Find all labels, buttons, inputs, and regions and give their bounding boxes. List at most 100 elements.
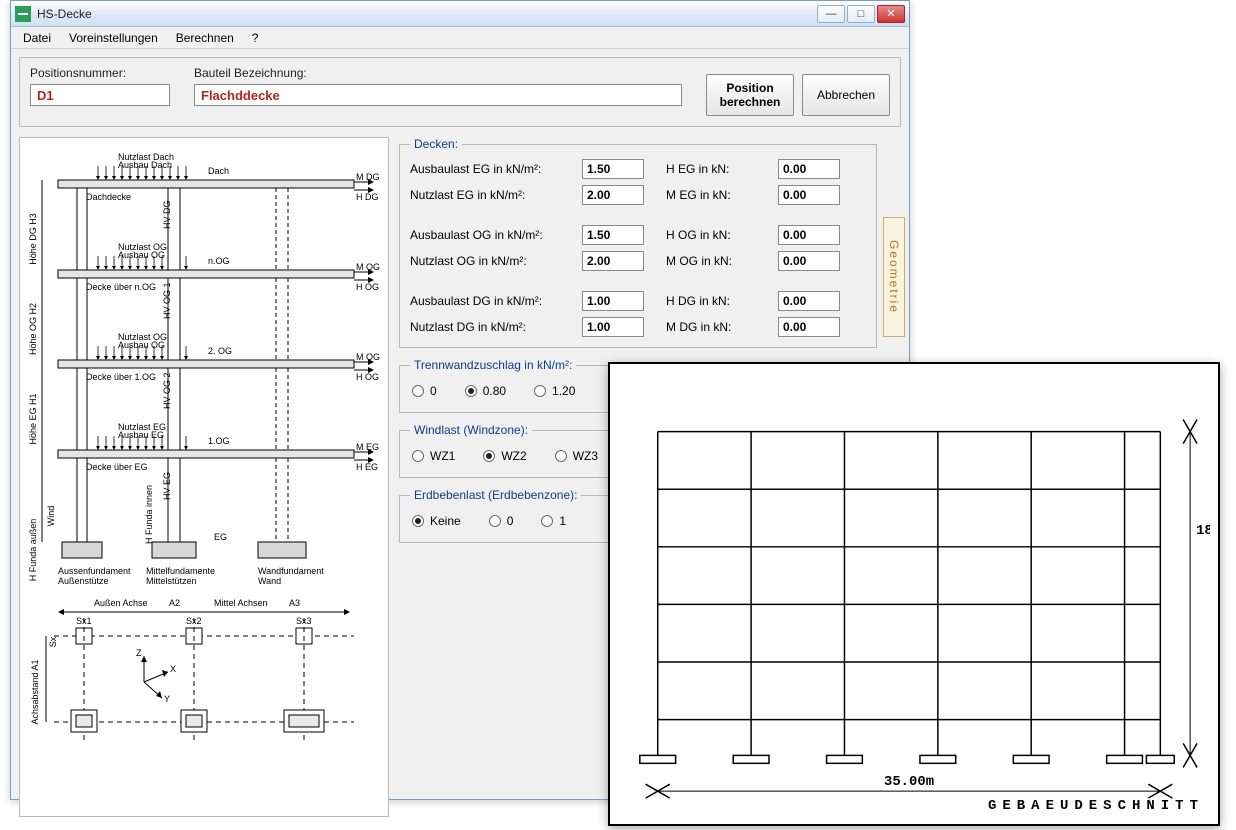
radio-icon — [412, 450, 424, 462]
erdb-legend: Erdbebenlast (Erdbebenzone): — [410, 488, 581, 502]
svg-text:Y: Y — [164, 694, 170, 704]
menu-voreinstellungen[interactable]: Voreinstellungen — [61, 29, 166, 47]
radio-icon — [555, 450, 567, 462]
radio-label: WZ1 — [430, 449, 455, 463]
svg-text:Höhe DG H3: Höhe DG H3 — [28, 213, 38, 265]
decken-input[interactable] — [778, 185, 840, 205]
decken-input[interactable] — [582, 251, 644, 271]
radio-label: WZ2 — [501, 449, 526, 463]
svg-text:Außen Achse: Außen Achse — [94, 598, 148, 608]
radio-label: Keine — [430, 514, 461, 528]
svg-text:Außenstütze: Außenstütze — [58, 576, 109, 586]
decken-input[interactable] — [778, 317, 840, 337]
decken-input[interactable] — [778, 251, 840, 271]
svg-text:H OG: H OG — [356, 282, 379, 292]
svg-text:A2: A2 — [169, 598, 180, 608]
menubar: Datei Voreinstellungen Berechnen ? — [11, 27, 909, 49]
pos-col: Positionsnummer: — [30, 66, 170, 106]
radio-icon — [412, 385, 424, 397]
svg-text:Ausbau OG: Ausbau OG — [118, 340, 165, 350]
svg-text:Ausbau EG: Ausbau EG — [118, 430, 164, 440]
decken-input[interactable] — [778, 159, 840, 179]
decken-input[interactable] — [582, 159, 644, 179]
maximize-button[interactable]: □ — [847, 5, 875, 23]
svg-text:H EG: H EG — [356, 462, 378, 472]
svg-text:Mittelfundamente: Mittelfundamente — [146, 566, 215, 576]
trenn-legend: Trennwandzuschlag in kN/m²: — [410, 358, 576, 372]
cancel-button[interactable]: Abbrechen — [802, 74, 890, 116]
app-icon — [15, 6, 31, 22]
svg-text:Mittelstützen: Mittelstützen — [146, 576, 197, 586]
radio-icon — [541, 515, 553, 527]
radio-icon — [534, 385, 546, 397]
trenn-option[interactable]: 0.80 — [465, 384, 506, 398]
bez-label: Bauteil Bezeichnung: — [194, 66, 682, 80]
svg-text:Wandfundament: Wandfundament — [258, 566, 324, 576]
decken-grid: Ausbaulast EG in kN/m²:H EG in kN:Nutzla… — [410, 159, 866, 337]
building-section-panel: 35.00m18.00m GEBAEUDESCHNITT — [608, 362, 1220, 826]
svg-text:M EG: M EG — [356, 442, 379, 452]
decken-input[interactable] — [778, 291, 840, 311]
radio-label: 0.80 — [483, 384, 506, 398]
titlebar: HS-Decke — □ ✕ — [11, 1, 909, 27]
decken-label: Ausbaulast OG in kN/m²: — [410, 228, 570, 242]
svg-text:X: X — [170, 664, 176, 674]
trenn-option[interactable]: 0 — [412, 384, 437, 398]
svg-text:HV OG 1: HV OG 1 — [162, 282, 172, 319]
decken-input[interactable] — [582, 317, 644, 337]
decken-group: Decken: Ausbaulast EG in kN/m²:H EG in k… — [399, 137, 877, 348]
svg-text:Mittel Achsen: Mittel Achsen — [214, 598, 268, 608]
erdb-option[interactable]: Keine — [412, 514, 461, 528]
decken-label: Ausbaulast DG in kN/m²: — [410, 294, 570, 308]
radio-label: WZ3 — [573, 449, 598, 463]
svg-text:HV OG 2: HV OG 2 — [162, 372, 172, 409]
decken-input[interactable] — [582, 185, 644, 205]
svg-text:HV EG: HV EG — [162, 472, 172, 500]
svg-text:Sx: Sx — [48, 636, 58, 647]
svg-text:Decke über n.OG: Decke über n.OG — [86, 282, 156, 292]
svg-text:1.OG: 1.OG — [208, 436, 230, 446]
svg-text:18.00m: 18.00m — [1196, 523, 1210, 539]
wind-option[interactable]: WZ2 — [483, 449, 526, 463]
decken-label: M EG in kN: — [666, 188, 766, 202]
wind-legend: Windlast (Windzone): — [410, 423, 532, 437]
decken-label: Nutzlast OG in kN/m²: — [410, 254, 570, 268]
svg-text:Decke über EG: Decke über EG — [86, 462, 148, 472]
window-controls: — □ ✕ — [817, 5, 905, 23]
svg-text:Aussenfundament: Aussenfundament — [58, 566, 131, 576]
erdb-option[interactable]: 0 — [489, 514, 514, 528]
svg-text:Dach: Dach — [208, 166, 229, 176]
decken-label: M DG in kN: — [666, 320, 766, 334]
structure-diagram-panel: DachdeckeDecke über n.OGDecke über 1.OGD… — [19, 137, 389, 817]
pos-label: Positionsnummer: — [30, 66, 170, 80]
decken-input[interactable] — [778, 225, 840, 245]
svg-text:Ausbau OG: Ausbau OG — [118, 250, 165, 260]
pos-input[interactable] — [30, 84, 170, 106]
erdb-option[interactable]: 1 — [541, 514, 566, 528]
radio-icon — [412, 515, 424, 527]
svg-text:H Funda innen: H Funda innen — [144, 485, 154, 544]
wind-option[interactable]: WZ3 — [555, 449, 598, 463]
minimize-button[interactable]: — — [817, 5, 845, 23]
top-panel: Positionsnummer: Bauteil Bezeichnung: Po… — [19, 57, 901, 127]
trenn-option[interactable]: 1.20 — [534, 384, 575, 398]
svg-text:Wand: Wand — [258, 576, 281, 586]
decken-label: Ausbaulast EG in kN/m²: — [410, 162, 570, 176]
side-tab-geometrie[interactable]: Geometrie — [883, 217, 905, 337]
menu-berechnen[interactable]: Berechnen — [168, 29, 242, 47]
radio-label: 1 — [559, 514, 566, 528]
calc-button[interactable]: Position berechnen — [706, 74, 794, 116]
svg-text:Höhe OG H2: Höhe OG H2 — [28, 303, 38, 355]
svg-text:n.OG: n.OG — [208, 256, 230, 266]
wind-option[interactable]: WZ1 — [412, 449, 455, 463]
decken-input[interactable] — [582, 225, 644, 245]
svg-text:H OG: H OG — [356, 372, 379, 382]
close-button[interactable]: ✕ — [877, 5, 905, 23]
bez-input[interactable] — [194, 84, 682, 106]
radio-icon — [489, 515, 501, 527]
decken-input[interactable] — [582, 291, 644, 311]
menu-datei[interactable]: Datei — [15, 29, 59, 47]
svg-text:M OG: M OG — [356, 262, 380, 272]
section-caption: GEBAEUDESCHNITT — [988, 798, 1204, 814]
menu-help[interactable]: ? — [244, 29, 267, 47]
